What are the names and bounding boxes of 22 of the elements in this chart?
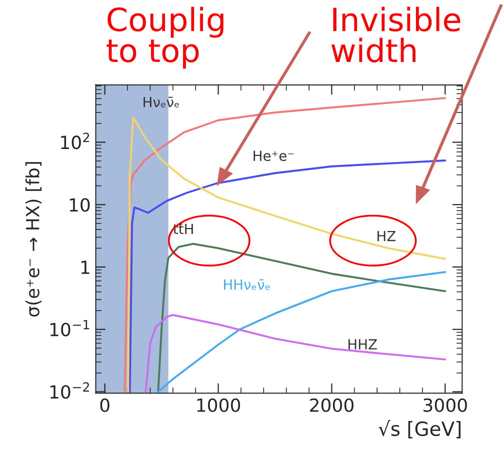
x-tick-label: 0 — [100, 398, 110, 412]
y-tick-label: 10 — [70, 198, 90, 212]
series-label: HZ — [378, 230, 396, 242]
series-label: HHνₑν̄ₑ — [224, 279, 270, 290]
line-series — [128, 160, 446, 393]
text: Invisible width — [331, 6, 460, 62]
line-series — [157, 271, 446, 393]
x-axis-title: √s [GeV] — [378, 420, 460, 438]
y-tick-label: 10$^{2}$ — [61, 132, 90, 150]
x-tick-label: 2000 — [310, 398, 354, 412]
series-label: HHZ — [348, 339, 377, 350]
y-axis-title: σ(e⁺e⁻ → HX) [fb] — [25, 162, 42, 317]
line-series — [157, 242, 446, 393]
y-tick-label: 10$^{−2}$ — [50, 382, 89, 399]
y-tick-label: 1 — [81, 260, 90, 274]
y-tick-label: 10$^{−1}$ — [50, 320, 90, 336]
line-series — [144, 314, 446, 393]
x-tick-label: 3000 — [424, 398, 467, 412]
series-label: He⁺e⁻ — [254, 150, 294, 162]
series-label: Hνₑν̄ₑ — [144, 96, 179, 108]
x-tick-label: 1000 — [197, 398, 240, 412]
text: Couplig to top — [106, 6, 224, 69]
